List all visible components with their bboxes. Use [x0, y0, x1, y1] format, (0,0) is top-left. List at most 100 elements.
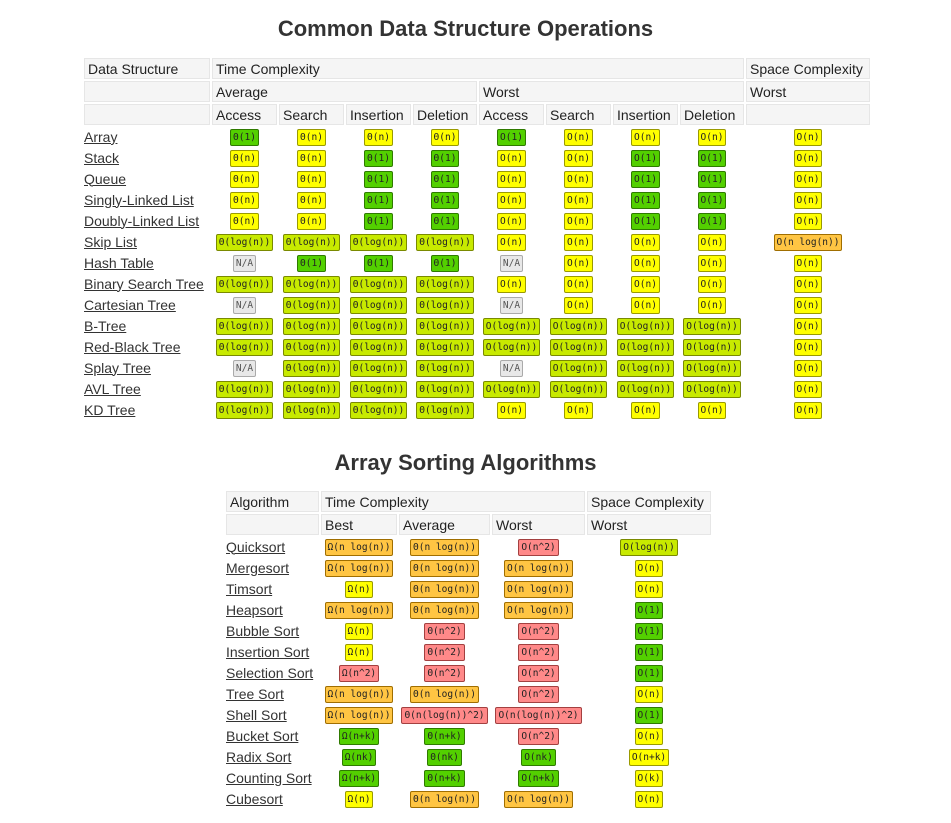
complexity-badge: O(n): [634, 728, 664, 745]
complexity-cell: Θ(log(n)): [212, 379, 277, 398]
complexity-badge: Θ(n): [297, 192, 326, 209]
ds-link-singly-linked-list[interactable]: Singly-Linked List: [84, 191, 194, 208]
sort-link-radix-sort[interactable]: Radix Sort: [226, 748, 292, 765]
ds-header-row-3: Access Search Insertion Deletion Access Searc…: [84, 104, 870, 125]
complexity-badge: Θ(log(n)): [282, 339, 341, 356]
complexity-cell: Θ(n log(n)): [399, 684, 490, 703]
complexity-cell: Ω(n log(n)): [321, 684, 397, 703]
ds-name-cell: Stack: [84, 148, 210, 167]
ds-link-splay-tree[interactable]: Splay Tree: [84, 359, 151, 376]
table-row: B-Tree Θ(log(n)) Θ(log(n)) Θ(log(n)) Θ(log(n…: [84, 316, 870, 335]
complexity-cell: O(1): [613, 211, 678, 230]
complexity-badge: Θ(n): [297, 171, 326, 188]
table-row: Queue Θ(n) Θ(n) Θ(1) Θ(1) O(n) O(n) O(1) O(1) O(n…: [84, 169, 870, 188]
complexity-cell: O(1): [680, 190, 744, 209]
sort-header-row-1: Algorithm Time Complexity Space Complexi…: [226, 491, 711, 512]
complexity-badge: Θ(n): [297, 129, 326, 146]
complexity-cell: O(n log(n)): [492, 789, 585, 808]
ds-link-red-black-tree[interactable]: Red-Black Tree: [84, 338, 181, 355]
complexity-cell: Θ(1): [413, 169, 477, 188]
sorting-table: Algorithm Time Complexity Space Complexi…: [224, 489, 713, 810]
complexity-cell: Θ(1): [346, 169, 411, 188]
complexity-cell: O(log(n)): [479, 316, 544, 335]
complexity-badge: Θ(1): [430, 192, 460, 209]
complexity-badge: O(n^2): [518, 728, 559, 745]
complexity-cell: Θ(n): [212, 169, 277, 188]
table-row: Splay Tree N/A Θ(log(n)) Θ(log(n)) Θ(log(n))…: [84, 358, 870, 377]
complexity-badge: O(n): [631, 234, 660, 251]
complexity-badge: N/A: [232, 297, 257, 314]
complexity-badge: N/A: [232, 255, 257, 272]
complexity-cell: O(1): [587, 663, 711, 682]
complexity-badge: O(k): [634, 770, 664, 787]
complexity-cell: O(1): [613, 148, 678, 167]
sort-link-timsort[interactable]: Timsort: [226, 580, 273, 597]
sort-header-algorithm: Algorithm: [226, 491, 319, 512]
sort-link-mergesort[interactable]: Mergesort: [226, 559, 290, 576]
ds-link-skip-list[interactable]: Skip List: [84, 233, 137, 250]
complexity-badge: Θ(log(n)): [349, 234, 408, 251]
complexity-cell: Θ(log(n)): [413, 274, 477, 293]
complexity-cell: O(n^2): [492, 663, 585, 682]
sort-name-cell: Bubble Sort: [226, 621, 319, 640]
complexity-badge: O(log(n)): [482, 339, 541, 356]
ds-link-array[interactable]: Array: [84, 128, 118, 145]
sort-link-tree-sort[interactable]: Tree Sort: [226, 685, 284, 702]
complexity-badge: O(n): [564, 255, 593, 272]
sort-link-quicksort[interactable]: Quicksort: [226, 538, 286, 555]
complexity-badge: O(n): [564, 402, 593, 419]
sort-link-shell-sort[interactable]: Shell Sort: [226, 706, 287, 723]
complexity-badge: O(n): [697, 255, 727, 272]
complexity-badge: Θ(1): [230, 129, 259, 146]
ds-header-op-insertion: Insertion: [346, 104, 411, 125]
ds-name-cell: B-Tree: [84, 316, 210, 335]
sort-link-counting-sort[interactable]: Counting Sort: [226, 769, 312, 786]
complexity-cell: O(n): [680, 253, 744, 272]
sort-link-bubble-sort[interactable]: Bubble Sort: [226, 622, 300, 639]
complexity-badge: Θ(n): [230, 192, 259, 209]
ds-link-cartesian-tree[interactable]: Cartesian Tree: [84, 296, 176, 313]
ds-link-b-tree[interactable]: B-Tree: [84, 317, 127, 334]
complexity-cell: O(log(n)): [546, 358, 611, 377]
complexity-cell: Θ(log(n)): [413, 379, 477, 398]
complexity-cell: O(1): [479, 127, 544, 146]
table-row: Cubesort Ω(n) Θ(n log(n)) O(n log(n)) O(n): [226, 789, 711, 808]
ds-header-row-1: Data Structure Time Complexity Space Com…: [84, 58, 870, 79]
ds-link-doubly-linked-list[interactable]: Doubly-Linked List: [84, 212, 200, 229]
sort-link-bucket-sort[interactable]: Bucket Sort: [226, 727, 299, 744]
table-row: Doubly-Linked List Θ(n) Θ(n) Θ(1) Θ(1) O(n) O(…: [84, 211, 870, 230]
sort-link-heapsort[interactable]: Heapsort: [226, 601, 283, 618]
ds-link-queue[interactable]: Queue: [84, 170, 127, 187]
complexity-cell: O(n): [479, 190, 544, 209]
complexity-cell: Ω(n log(n)): [321, 558, 397, 577]
ds-name-cell: Skip List: [84, 232, 210, 251]
table-row: Bubble Sort Ω(n) Θ(n^2) O(n^2) O(1): [226, 621, 711, 640]
sort-link-insertion-sort[interactable]: Insertion Sort: [226, 643, 310, 660]
complexity-badge: Ω(n): [344, 791, 374, 808]
ds-link-hash-table[interactable]: Hash Table: [84, 254, 154, 271]
complexity-cell: O(1): [587, 621, 711, 640]
complexity-badge: O(n log(n)): [504, 581, 573, 598]
complexity-badge: O(n): [631, 276, 660, 293]
complexity-badge: N/A: [499, 297, 524, 314]
complexity-badge: Θ(log(n)): [416, 339, 474, 356]
ds-link-binary-search-tree[interactable]: Binary Search Tree: [84, 275, 204, 292]
ds-link-stack[interactable]: Stack: [84, 149, 120, 166]
complexity-badge: O(n): [697, 402, 727, 419]
sort-link-selection-sort[interactable]: Selection Sort: [226, 664, 314, 681]
ds-link-avl-tree[interactable]: AVL Tree: [84, 380, 141, 397]
complexity-badge: O(n): [793, 213, 823, 230]
complexity-cell: Θ(n log(n)): [399, 558, 490, 577]
ds-link-kd-tree[interactable]: KD Tree: [84, 401, 136, 418]
table-row: Quicksort Ω(n log(n)) Θ(n log(n)) O(n^2) O(l…: [226, 537, 711, 556]
complexity-badge: Ω(n log(n)): [324, 707, 394, 724]
complexity-cell: O(1): [680, 148, 744, 167]
complexity-cell: O(n log(n)): [492, 558, 585, 577]
complexity-badge: O(nk): [521, 749, 556, 766]
sort-link-cubesort[interactable]: Cubesort: [226, 790, 283, 807]
complexity-badge: O(1): [697, 192, 727, 209]
complexity-badge: O(n): [497, 402, 526, 419]
ds-header-op-access: Access: [479, 104, 544, 125]
complexity-cell: O(n log(n)): [492, 600, 585, 619]
table-row: Selection Sort Ω(n^2) Θ(n^2) O(n^2) O(1): [226, 663, 711, 682]
